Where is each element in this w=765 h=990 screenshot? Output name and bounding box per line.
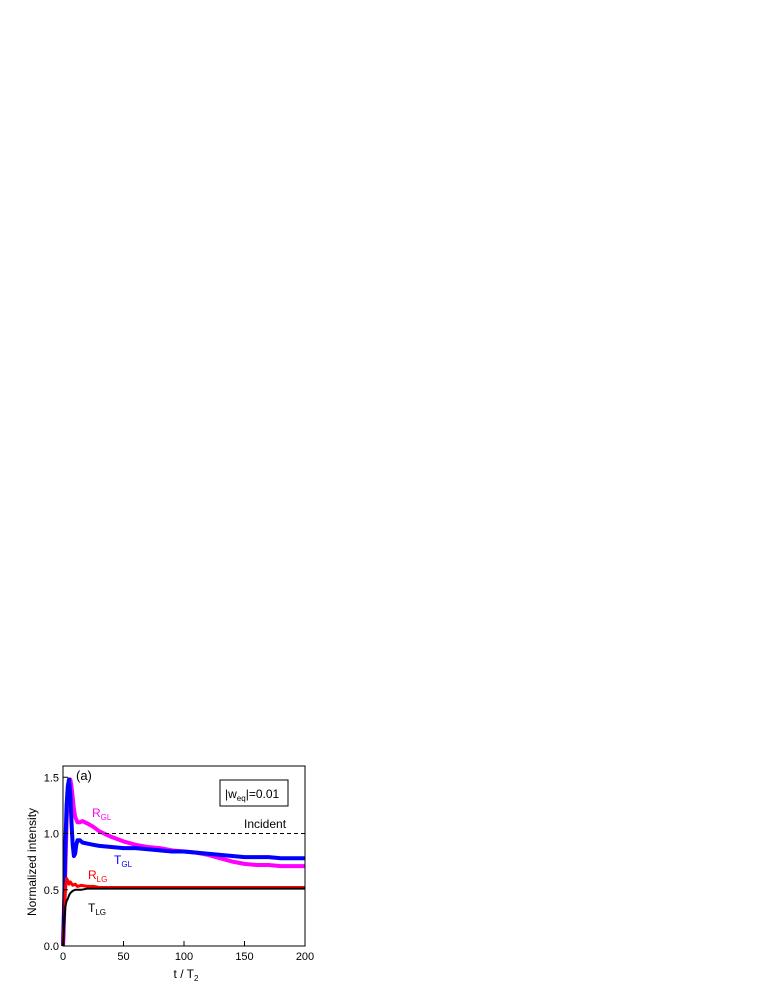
label-r-gl-sub: GL bbox=[101, 813, 112, 822]
x-tick-label: 50 bbox=[117, 951, 129, 963]
label-r-gl-main: R bbox=[92, 806, 101, 820]
annotation-pre: |w bbox=[225, 787, 237, 801]
y-axis-label: Normalized intensity bbox=[25, 808, 39, 916]
x-tick-label: 100 bbox=[175, 951, 193, 963]
svg-text:|weq|=0.01: |weq|=0.01 bbox=[225, 787, 280, 803]
y-tick-label: 1.5 bbox=[44, 772, 59, 784]
series-t-gl-line bbox=[61, 777, 305, 947]
label-r-lg-sub: LG bbox=[97, 875, 108, 884]
x-tick-label: 0 bbox=[60, 951, 66, 963]
x-tick-label: 150 bbox=[235, 951, 253, 963]
label-t-lg: TLG bbox=[88, 901, 106, 917]
label-r-lg: RLG bbox=[88, 868, 107, 884]
label-t-lg-main: T bbox=[88, 901, 96, 915]
annotation-sub: eq bbox=[237, 794, 246, 803]
incident-label: Incident bbox=[244, 817, 287, 831]
label-t-gl-main: T bbox=[114, 853, 122, 867]
y-tick-label: 0.0 bbox=[44, 941, 59, 953]
label-t-lg-sub: LG bbox=[95, 908, 106, 917]
panel-label: (a) bbox=[76, 768, 92, 783]
annotation-box: |weq|=0.01 bbox=[219, 779, 289, 807]
label-r-lg-main: R bbox=[88, 868, 97, 882]
x-axis-label-sub: 2 bbox=[194, 974, 199, 983]
y-tick-label: 1.0 bbox=[44, 829, 59, 841]
label-r-gl: RGL bbox=[92, 806, 112, 822]
x-axis-label-main: t / T bbox=[174, 967, 195, 981]
series-t-lg-line bbox=[62, 887, 305, 947]
annotation-post: |=0.01 bbox=[246, 787, 280, 801]
label-t-gl-sub: GL bbox=[121, 860, 132, 869]
label-t-gl: TGL bbox=[114, 853, 133, 869]
y-tick-label: 0.5 bbox=[44, 885, 59, 897]
series-r-lg-line bbox=[61, 877, 305, 947]
x-tick-label: 200 bbox=[296, 951, 314, 963]
x-axis-label: t / T2 bbox=[174, 967, 199, 983]
